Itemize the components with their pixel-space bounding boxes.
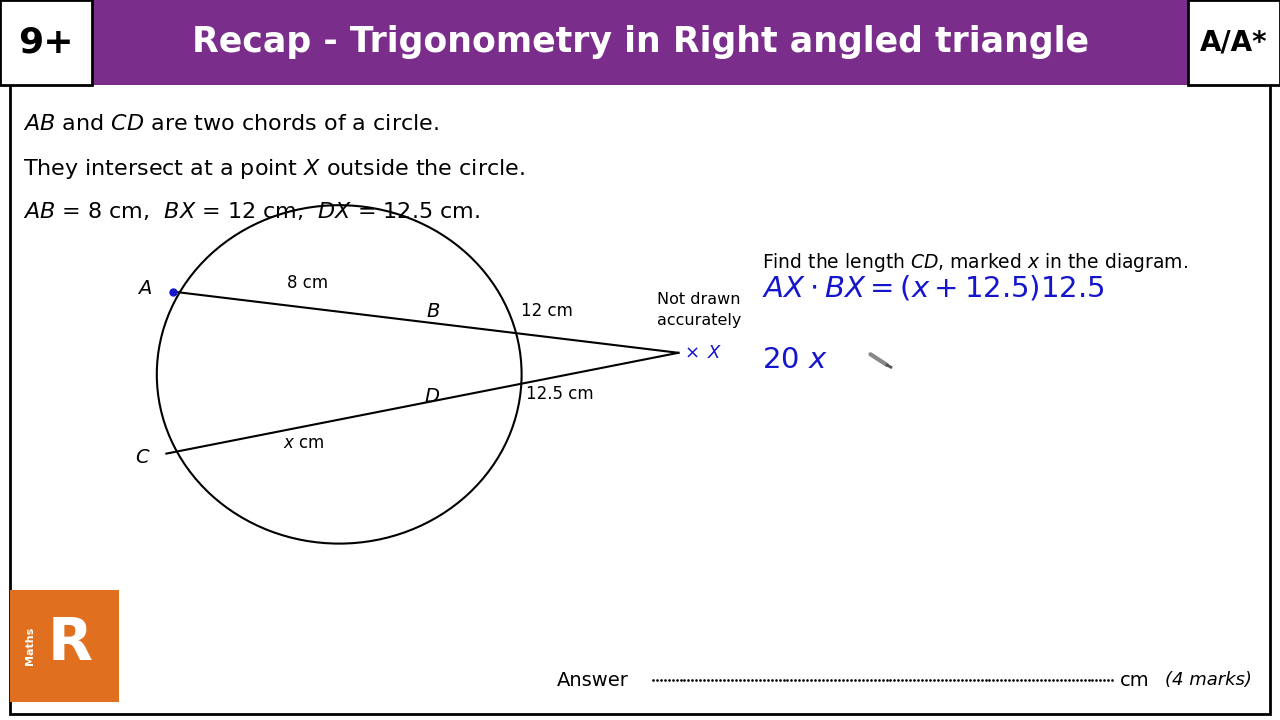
Text: $C$: $C$ [136, 448, 151, 467]
Text: 12.5 cm: 12.5 cm [526, 385, 594, 403]
Bar [0, 0, 92, 85]
Text: $B$: $B$ [426, 302, 440, 321]
Text: Maths: Maths [24, 627, 35, 665]
Text: ×: × [685, 344, 705, 361]
Text: Recap - Trigonometry in Right angled triangle: Recap - Trigonometry in Right angled tri… [192, 25, 1088, 60]
Text: $x$ cm: $x$ cm [283, 434, 325, 452]
Text: $X$: $X$ [707, 344, 722, 361]
Text: R: R [47, 616, 92, 672]
Text: cm: cm [1120, 671, 1149, 690]
Text: A/A*: A/A* [1201, 29, 1267, 56]
Bar [1188, 0, 1280, 85]
Text: (4 marks): (4 marks) [1165, 671, 1252, 690]
Text: $20\ x$: $20\ x$ [762, 346, 828, 374]
Text: $D$: $D$ [424, 387, 440, 405]
Text: 12 cm: 12 cm [521, 302, 573, 320]
Bar [0, 0, 1280, 85]
Text: Not drawn
accurately: Not drawn accurately [657, 292, 741, 328]
Text: $AX \cdot BX = \left(x+12.5\right)12.5$: $AX \cdot BX = \left(x+12.5\right)12.5$ [762, 274, 1105, 302]
Text: $\mathit{AB}$ = 8 cm,  $\mathit{BX}$ = 12 cm,  $\mathit{DX}$ = 12.5 cm.: $\mathit{AB}$ = 8 cm, $\mathit{BX}$ = 12… [23, 200, 480, 222]
Text: $A$: $A$ [137, 279, 152, 297]
Text: $\mathit{AB}$ and $\mathit{CD}$ are two chords of a circle.: $\mathit{AB}$ and $\mathit{CD}$ are two … [23, 114, 439, 134]
Text: Answer: Answer [557, 671, 628, 690]
Text: Find the length $\mathit{CD}$, marked $\mathit{x}$ in the diagram.: Find the length $\mathit{CD}$, marked $\… [762, 251, 1188, 274]
Text: 8 cm: 8 cm [287, 274, 328, 292]
Text: 9+: 9+ [18, 25, 74, 60]
Text: They intersect at a point $\mathit{X}$ outside the circle.: They intersect at a point $\mathit{X}$ o… [23, 157, 525, 181]
